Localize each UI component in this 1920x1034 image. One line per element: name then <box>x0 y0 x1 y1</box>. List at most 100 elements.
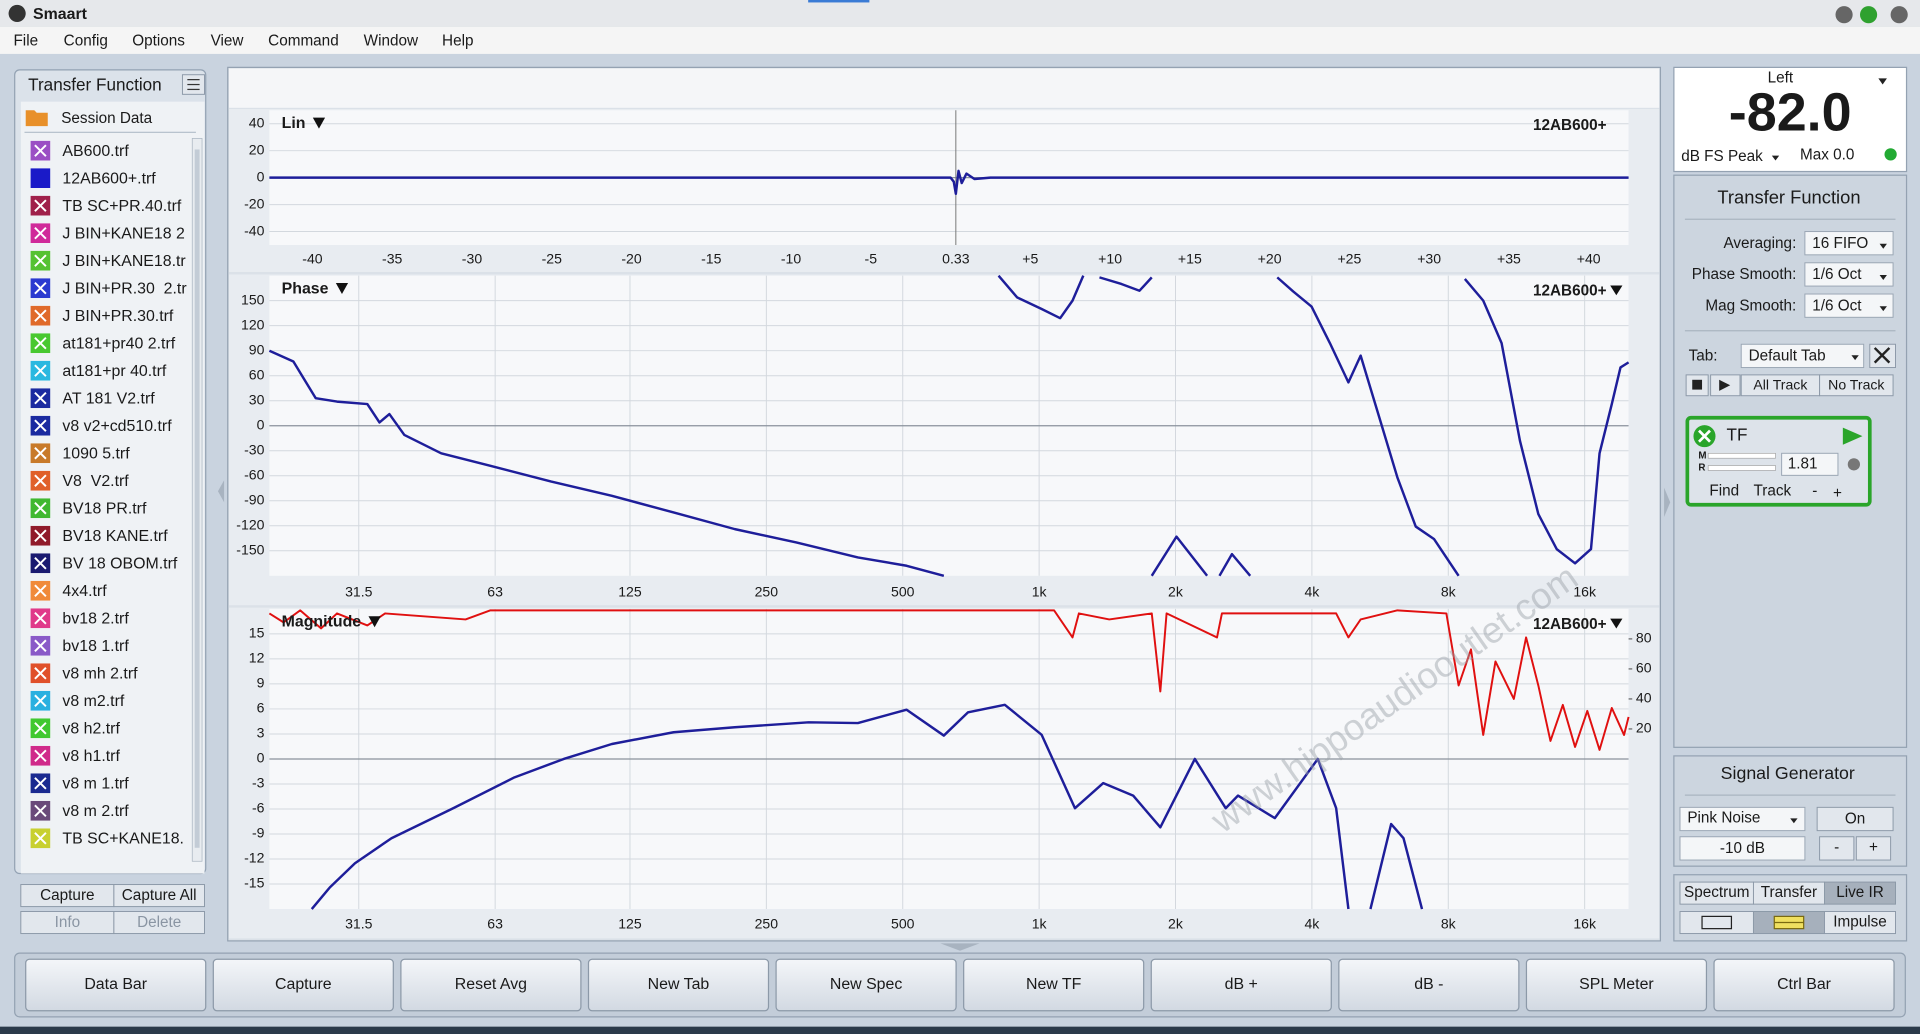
setting-select[interactable] <box>1804 293 1894 318</box>
toolbar-button[interactable] <box>1525 958 1708 1012</box>
dropdown-arrow[interactable] <box>1878 78 1887 85</box>
file-name: AT 181 V2.trf <box>62 391 155 408</box>
toolbar-button[interactable] <box>775 958 957 1012</box>
dropdown-arrow[interactable] <box>1879 243 1887 249</box>
dropdown-arrow[interactable] <box>1851 355 1859 361</box>
right-collapse[interactable] <box>1664 487 1671 517</box>
menu-item[interactable]: View <box>211 33 245 50</box>
sg-minus-button[interactable] <box>1819 836 1855 861</box>
menu-item[interactable]: File <box>13 33 38 50</box>
sg-plus-button[interactable] <box>1855 836 1892 861</box>
file-item[interactable]: at181+pr 40.trf <box>30 360 167 381</box>
file-item[interactable]: AT 181 V2.trf <box>30 388 156 409</box>
dropdown-arrow[interactable] <box>1879 275 1887 280</box>
plot-menu-arrow[interactable] <box>335 283 349 295</box>
x-tick-label: 4k <box>1304 916 1320 932</box>
file-item[interactable]: v8 h2.trf <box>30 718 121 739</box>
file-item[interactable]: TB SC+KANE18. <box>30 828 184 849</box>
y-tick-label: 120 <box>241 316 265 332</box>
y-tick-label: 6 <box>257 700 265 716</box>
trace-menu-arrow[interactable] <box>1610 285 1623 296</box>
sidebar-button-label: Delete <box>137 914 181 931</box>
file-item[interactable]: J BIN+PR.30.trf <box>30 305 174 326</box>
delay-field[interactable] <box>1781 452 1839 476</box>
dropdown-arrow[interactable] <box>1879 306 1887 312</box>
setting-select[interactable] <box>1804 262 1894 287</box>
trace-menu-arrow[interactable] <box>1610 618 1623 629</box>
sg-source[interactable] <box>1679 806 1806 832</box>
file-item[interactable]: V8 V2.trf <box>30 470 130 491</box>
close-button[interactable] <box>1890 6 1908 24</box>
file-item[interactable]: J BIN+KANE18 2 <box>30 223 185 244</box>
track-button[interactable]: Track <box>1753 482 1791 499</box>
x-tick-label: 250 <box>755 584 779 600</box>
file-item[interactable]: BV 18 OBOM.trf <box>30 553 178 574</box>
dropdown-arrow[interactable] <box>1790 818 1798 824</box>
toolbar-button[interactable] <box>1713 958 1895 1012</box>
menu-item[interactable]: Options <box>132 33 185 50</box>
plot-menu-arrow[interactable] <box>368 616 381 628</box>
setting-select[interactable] <box>1804 231 1894 256</box>
file-item[interactable]: at181+pr40 2.trf <box>30 333 176 354</box>
toolbar-button[interactable] <box>212 958 394 1012</box>
sg-title: Signal Generator <box>1721 763 1855 783</box>
maximize-button[interactable] <box>1860 6 1878 24</box>
toolbar-button[interactable] <box>25 958 207 1012</box>
menu-item[interactable]: Window <box>364 33 419 50</box>
folder-label[interactable]: Session Data <box>61 110 152 127</box>
file-item[interactable]: v8 m 2.trf <box>30 800 130 821</box>
sidebar-button[interactable] <box>113 910 205 935</box>
toolbar-button[interactable] <box>963 958 1145 1012</box>
file-item[interactable]: AB600.trf <box>30 140 130 161</box>
tf-engine[interactable] <box>1685 415 1872 507</box>
tab-select[interactable] <box>1740 343 1865 369</box>
no-track-button[interactable] <box>1819 374 1894 397</box>
sg-level-value: -10 dB <box>1720 840 1765 857</box>
file-item[interactable]: J BIN+KANE18.tr <box>30 250 187 271</box>
file-item[interactable]: 12AB600+.trf <box>30 168 157 188</box>
file-name: BV18 PR.trf <box>62 501 147 518</box>
toolbar-button[interactable] <box>587 958 770 1012</box>
file-item[interactable]: TB SC+PR.40.trf <box>30 195 182 216</box>
delay-minus[interactable]: - <box>1812 482 1817 499</box>
file-item[interactable]: J BIN+PR.30 2.tr <box>30 278 188 299</box>
file-item[interactable]: BV18 PR.trf <box>30 498 147 519</box>
file-item[interactable]: v8 m 1.trf <box>30 773 130 794</box>
toolbar-button[interactable] <box>400 958 582 1012</box>
sg-level[interactable] <box>1679 836 1806 861</box>
toolbar-button[interactable] <box>1338 958 1520 1012</box>
bottom-collapse[interactable] <box>940 943 980 951</box>
file-item[interactable]: 1090 5.trf <box>30 443 131 464</box>
sidebar-button[interactable] <box>113 884 205 908</box>
file-item[interactable]: v8 m2.trf <box>30 690 125 711</box>
trace <box>268 609 1630 751</box>
x-tick-label: 1k <box>1032 584 1048 600</box>
delay-plus[interactable]: + <box>1833 485 1842 502</box>
scroll-thumb[interactable] <box>194 149 200 848</box>
sg-on-button[interactable] <box>1816 806 1894 832</box>
minimize-button[interactable] <box>1835 6 1853 24</box>
file-item[interactable]: 4x4.trf <box>30 580 108 601</box>
file-item[interactable]: v8 h1.trf <box>30 745 121 766</box>
dropdown-arrow[interactable] <box>1771 155 1780 161</box>
left-collapse[interactable] <box>217 480 225 503</box>
meter-mode[interactable]: dB FS Peak <box>1681 148 1763 165</box>
plot-menu-arrow[interactable] <box>312 117 326 129</box>
file-item[interactable]: BV18 KANE.trf <box>30 525 169 546</box>
menu-item[interactable]: Help <box>442 33 473 50</box>
toolbar-label: dB + <box>1225 976 1258 993</box>
engine-run[interactable] <box>1842 427 1863 445</box>
menu-item[interactable]: Command <box>268 33 339 50</box>
file-item[interactable]: bv18 2.trf <box>30 608 130 629</box>
find-button[interactable]: Find <box>1709 482 1739 499</box>
live-ir-button[interactable] <box>1824 881 1896 905</box>
sidebar-menu-button[interactable] <box>181 74 205 95</box>
file-item[interactable]: bv18 1.trf <box>30 635 130 656</box>
file-item[interactable]: v8 mh 2.trf <box>30 663 139 684</box>
menu-item[interactable]: Config <box>64 33 108 50</box>
file-item[interactable]: v8 v2+cd510.trf <box>30 415 173 436</box>
layout-single-button[interactable] <box>1679 910 1754 935</box>
toolbar-button[interactable] <box>1150 958 1332 1012</box>
impulse-button[interactable] <box>1824 910 1896 935</box>
